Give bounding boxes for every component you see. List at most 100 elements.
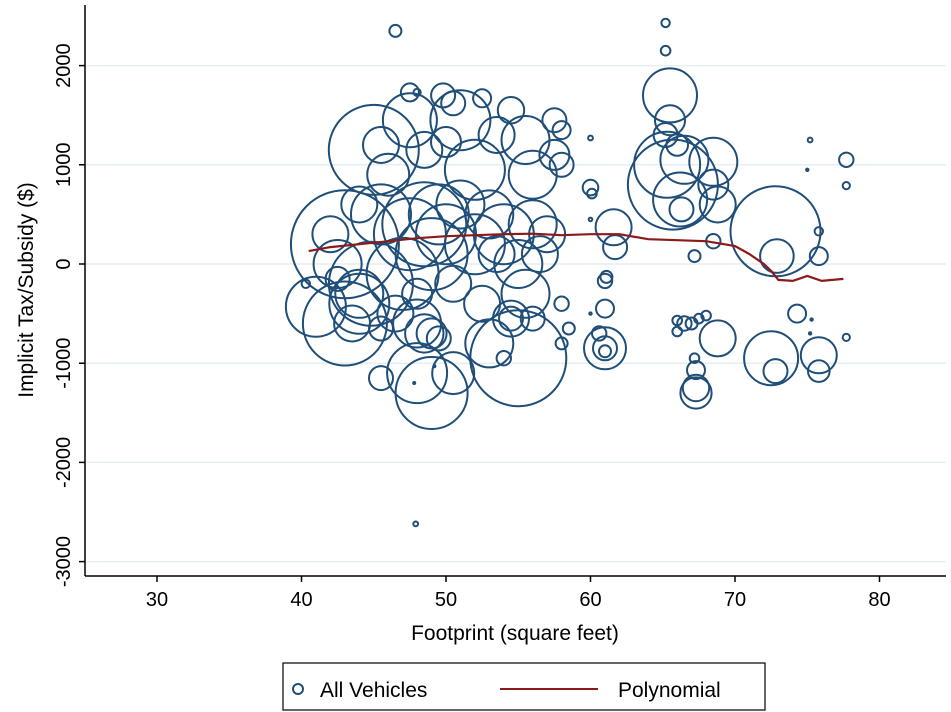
data-point <box>477 235 516 274</box>
data-point <box>654 104 686 137</box>
data-point <box>787 303 808 324</box>
data-point <box>463 284 502 323</box>
data-point <box>311 215 350 254</box>
x-axis-title: Footprint (square feet) <box>411 622 619 645</box>
data-point <box>362 126 400 164</box>
data-point <box>500 268 551 319</box>
data-point <box>368 315 394 342</box>
data-point <box>838 151 855 169</box>
data-point <box>386 342 449 405</box>
x-tick-label: 30 <box>146 589 168 611</box>
data-point <box>583 326 627 371</box>
data-point <box>500 115 551 165</box>
data-point <box>431 351 476 396</box>
data-point <box>659 44 672 57</box>
data-point <box>443 138 506 201</box>
data-point <box>507 199 558 250</box>
data-point <box>404 313 445 354</box>
data-point <box>688 352 701 365</box>
x-tick-label: 60 <box>579 589 601 611</box>
data-point <box>698 185 737 224</box>
data-point <box>805 167 810 173</box>
data-point <box>399 82 420 103</box>
data-point <box>381 92 438 149</box>
data-point <box>469 309 568 408</box>
data-point <box>561 321 576 336</box>
data-point <box>405 130 444 169</box>
axes <box>84 5 946 577</box>
y-tick-label: -1000 <box>53 338 75 389</box>
data-point <box>495 350 512 367</box>
data-point <box>679 376 713 410</box>
data-point <box>668 196 695 223</box>
data-point <box>686 360 706 381</box>
y-tick-label: 1000 <box>53 143 75 188</box>
data-point <box>324 265 351 292</box>
data-point <box>412 520 420 528</box>
data-point <box>588 311 593 316</box>
y-tick-label: 2000 <box>53 43 75 88</box>
data-point <box>412 87 422 98</box>
data-point <box>472 88 493 109</box>
data-point <box>430 126 462 158</box>
data-point <box>394 356 469 430</box>
data-point <box>806 136 814 144</box>
data-point <box>401 277 434 310</box>
x-tick-label: 40 <box>290 589 312 611</box>
data-point <box>813 226 824 237</box>
y-axis-ticks: -3000 -2000 -1000 0 1000 2000 <box>53 43 85 587</box>
data-point <box>300 278 311 289</box>
data-point <box>368 365 394 392</box>
data-point <box>312 239 363 289</box>
data-point <box>659 134 710 185</box>
legend-label-all-vehicles: All Vehicles <box>320 679 427 702</box>
polynomial-series <box>308 232 844 283</box>
data-point <box>435 179 486 230</box>
data-point <box>841 332 851 342</box>
data-point <box>333 304 372 343</box>
data-point <box>602 234 629 261</box>
data-point <box>652 171 709 228</box>
data-point <box>507 149 558 200</box>
data-point <box>520 235 559 274</box>
data-point <box>301 280 388 367</box>
data-point <box>586 187 598 200</box>
data-point <box>434 264 473 303</box>
legend: All Vehicles Polynomial <box>282 662 766 711</box>
data-point <box>477 116 516 154</box>
polynomial-line <box>308 232 844 283</box>
data-point <box>681 373 711 403</box>
data-point <box>551 120 572 141</box>
data-point <box>809 317 814 322</box>
data-point <box>587 216 594 223</box>
data-point <box>425 325 452 352</box>
data-point <box>698 319 737 358</box>
x-tick-label: 70 <box>724 589 746 611</box>
data-point <box>642 67 698 124</box>
data-point <box>548 151 575 178</box>
y-axis-title: Implicit Tax/Subsidy ($) <box>15 182 38 398</box>
data-point <box>432 364 437 369</box>
y-tick-label: 0 <box>53 258 75 269</box>
data-point <box>498 305 524 332</box>
data-point <box>376 294 415 333</box>
y-tick-label: -2000 <box>53 437 75 488</box>
legend-marker-all-vehicles <box>292 683 304 695</box>
data-point <box>412 381 417 385</box>
data-point <box>595 298 615 319</box>
data-point <box>626 138 719 231</box>
data-point <box>388 23 403 38</box>
legend-label-polynomial: Polynomial <box>618 679 721 702</box>
legend-box <box>282 662 766 711</box>
data-point <box>807 331 813 336</box>
data-point <box>496 96 526 125</box>
data-point <box>541 107 568 134</box>
data-point <box>697 168 730 201</box>
data-point <box>591 325 608 342</box>
data-point <box>587 134 594 142</box>
data-point <box>700 309 712 322</box>
data-point <box>633 130 702 199</box>
data-point <box>429 89 492 152</box>
data-point <box>598 344 612 359</box>
data-point <box>581 178 600 197</box>
